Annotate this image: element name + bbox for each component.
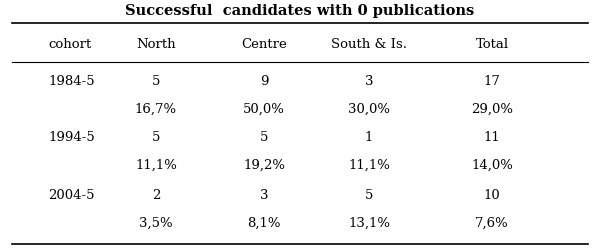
Text: Successful  candidates with 0 publications: Successful candidates with 0 publication… (125, 4, 475, 18)
Text: 1994-5: 1994-5 (48, 131, 95, 144)
Text: 1: 1 (365, 131, 373, 144)
Text: 19,2%: 19,2% (243, 159, 285, 172)
Text: 5: 5 (365, 189, 373, 202)
Text: 3,5%: 3,5% (139, 216, 173, 230)
Text: 10: 10 (484, 189, 500, 202)
Text: South & Is.: South & Is. (331, 38, 407, 51)
Text: 8,1%: 8,1% (247, 216, 281, 230)
Text: 5: 5 (152, 75, 160, 88)
Text: 17: 17 (484, 75, 500, 88)
Text: 1984-5: 1984-5 (48, 75, 95, 88)
Text: 29,0%: 29,0% (471, 103, 513, 116)
Text: cohort: cohort (48, 38, 91, 51)
Text: North: North (136, 38, 176, 51)
Text: Total: Total (475, 38, 509, 51)
Text: 14,0%: 14,0% (471, 159, 513, 172)
Text: 2: 2 (152, 189, 160, 202)
Text: 30,0%: 30,0% (348, 103, 390, 116)
Text: 3: 3 (260, 189, 268, 202)
Text: 50,0%: 50,0% (243, 103, 285, 116)
Text: 13,1%: 13,1% (348, 216, 390, 230)
Text: 11: 11 (484, 131, 500, 144)
Text: Centre: Centre (241, 38, 287, 51)
Text: 11,1%: 11,1% (135, 159, 177, 172)
Text: 3: 3 (365, 75, 373, 88)
Text: 9: 9 (260, 75, 268, 88)
Text: 5: 5 (260, 131, 268, 144)
Text: 5: 5 (152, 131, 160, 144)
Text: 2004-5: 2004-5 (48, 189, 95, 202)
Text: 7,6%: 7,6% (475, 216, 509, 230)
Text: 11,1%: 11,1% (348, 159, 390, 172)
Text: 16,7%: 16,7% (135, 103, 177, 116)
